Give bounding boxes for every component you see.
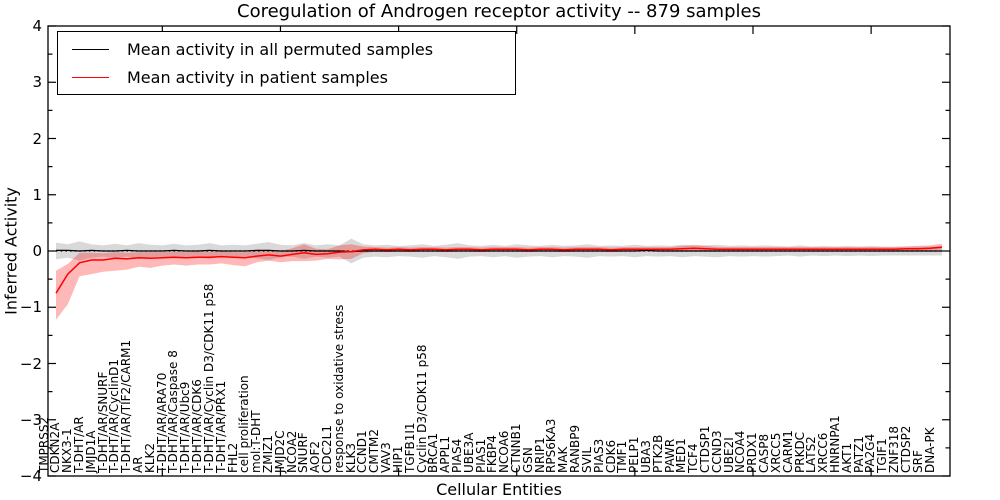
- legend-box: Mean activity in all permuted samples Me…: [57, 31, 516, 95]
- chart-title: Coregulation of Androgen receptor activi…: [237, 1, 761, 22]
- y-tick-label: 2: [32, 129, 42, 148]
- patient-mean-line-swatch: [72, 76, 109, 78]
- y-tick-label: 0: [32, 242, 42, 260]
- y-tick-label: −4: [19, 467, 42, 485]
- y-tick-label: −2: [19, 354, 42, 373]
- legend-entry-patient: Mean activity in patient samples: [58, 68, 515, 87]
- x-tick-label: AKT1: [839, 442, 854, 473]
- x-tick-label: T-DHT/AR/TIF2/CARM1: [119, 339, 134, 473]
- x-tick-label: PTK2B: [650, 434, 665, 473]
- x-tick-label: DNA-PK: [922, 427, 937, 473]
- x-tick-label: PIAS3: [591, 438, 606, 473]
- permuted-mean-line: [56, 249, 942, 253]
- x-tick-label: TGFB1I1: [402, 422, 417, 473]
- x-tick-label: SRF: [910, 450, 925, 473]
- x-tick-label: T-DHT/AR/PRX1: [213, 380, 228, 473]
- x-tick-label: KLK2: [142, 442, 157, 473]
- permuted-mean-line-swatch: [72, 48, 109, 50]
- y-tick-label: 3: [32, 73, 42, 92]
- y-tick-label: 4: [32, 17, 42, 35]
- y-tick-label: 1: [32, 185, 42, 204]
- patient-mean-line: [55, 246, 943, 294]
- x-tick-label: JMJD2C: [272, 430, 287, 473]
- x-tick-label: UBE3A: [461, 432, 476, 473]
- x-tick-label: CARM1: [780, 430, 795, 473]
- x-tick-label: JMJD1A: [83, 430, 98, 473]
- legend-label-permuted: Mean activity in all permuted samples: [127, 39, 434, 59]
- y-tick-label: −3: [19, 410, 42, 429]
- legend-entry-permuted: Mean activity in all permuted samples: [58, 40, 515, 59]
- legend-label-patient: Mean activity in patient samples: [127, 67, 388, 87]
- x-axis-label: Cellular Entities: [436, 480, 562, 499]
- y-tick-label: −1: [19, 298, 42, 317]
